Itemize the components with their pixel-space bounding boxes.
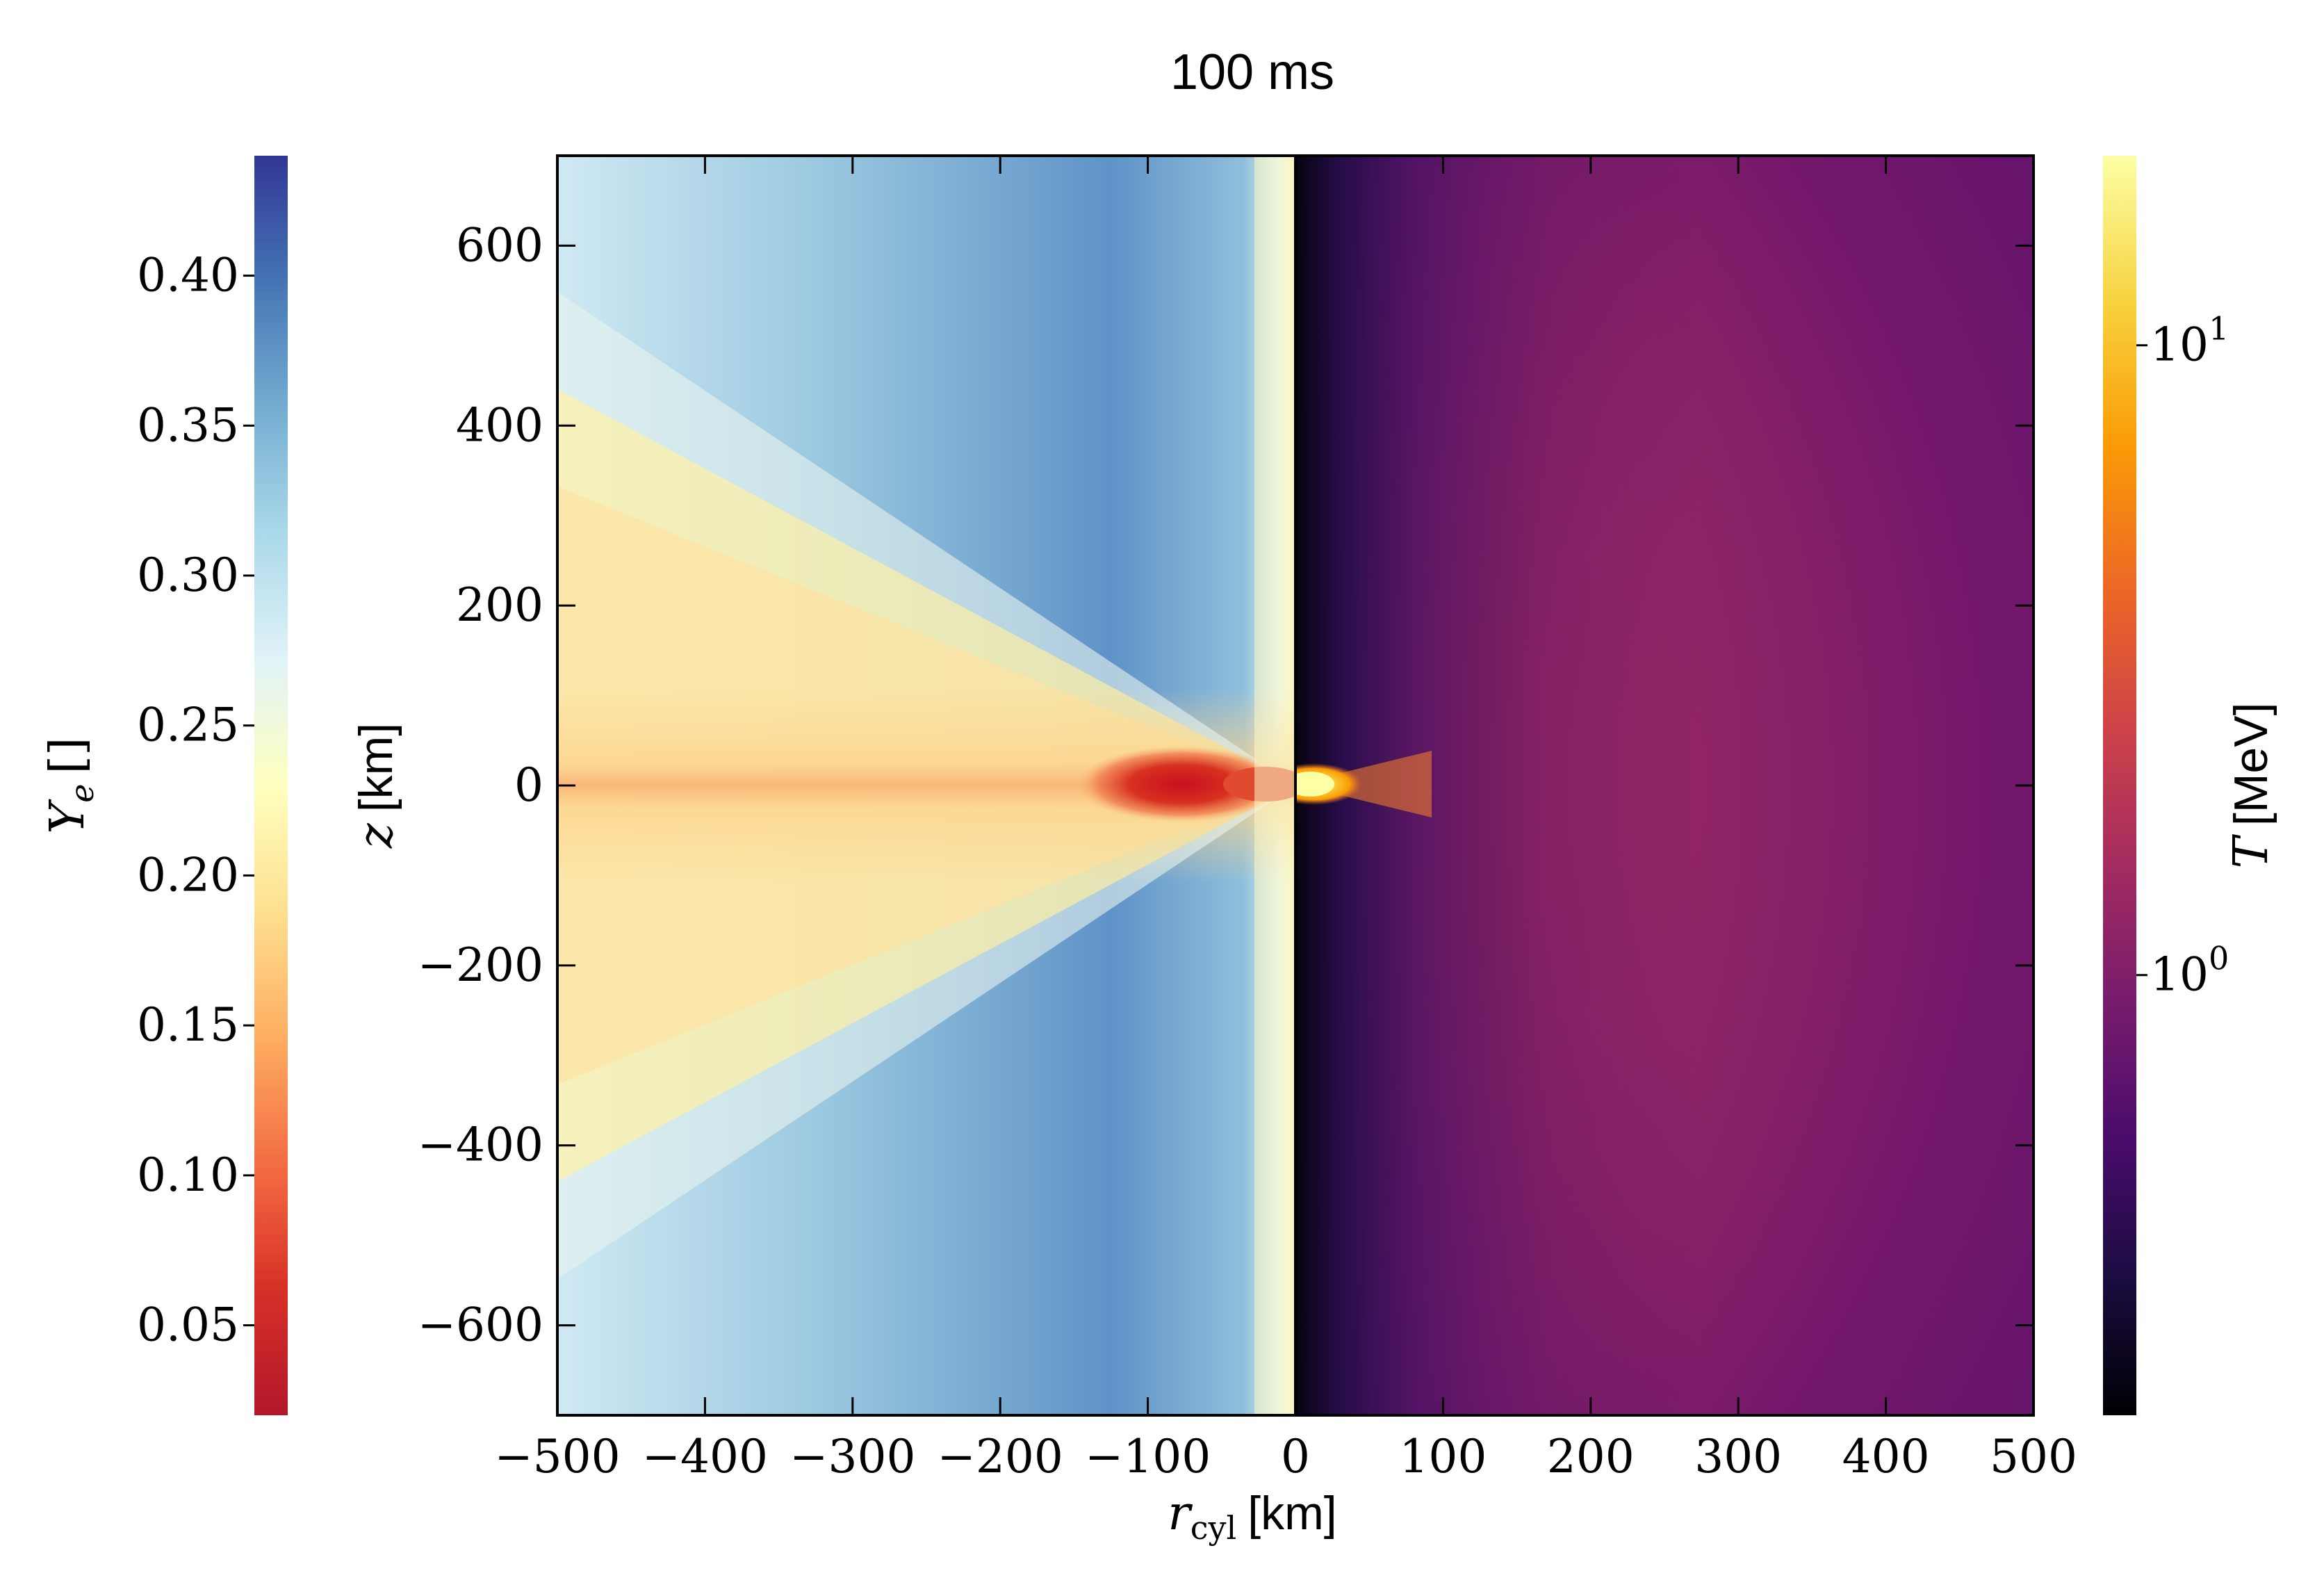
y-axis: −600 −400 −200 0 200 400 600: [418, 218, 2034, 1352]
y-tick-label: −200: [418, 938, 543, 992]
x-axis-symbol: r: [1168, 1486, 1193, 1541]
ye-tick-label: 0.25: [137, 699, 239, 752]
ye-tick-label: 0.35: [137, 398, 239, 452]
temperature-colorbar-label: T [MeV]: [2224, 703, 2279, 869]
ye-tick-label: 0.10: [137, 1148, 239, 1202]
y-axis-label: z [km]: [349, 723, 404, 849]
x-tick-label: −300: [789, 1430, 915, 1483]
y-tick-label: −600: [418, 1298, 543, 1352]
x-tick-label: −100: [1085, 1430, 1211, 1483]
ye-tick-label: 0.20: [137, 848, 239, 902]
y-tick-label: 200: [456, 578, 543, 632]
x-axis-unit: [km]: [1247, 1487, 1336, 1540]
ye-colorbar: [254, 156, 288, 1415]
temperature-colorbar-ticks: 100 101: [2136, 310, 2229, 1002]
t-label-unit: [MeV]: [2225, 703, 2277, 826]
ye-tick-label: 0.40: [137, 249, 239, 302]
y-tick-label: 400: [456, 398, 543, 452]
y-tick-label: 0: [514, 758, 543, 812]
x-tick-label: −200: [938, 1430, 1063, 1483]
x-tick-label: 500: [1990, 1430, 2077, 1483]
y-tick-label: −400: [418, 1118, 543, 1172]
ye-label-subscript: e: [63, 783, 101, 802]
y-axis-unit: [km]: [350, 723, 402, 812]
x-tick-label: 300: [1694, 1430, 1782, 1483]
chart-title: 100 ms: [1170, 44, 1334, 100]
ye-colorbar-label: Ye []: [40, 737, 101, 833]
x-axis-label: rcyl [km]: [1168, 1486, 1336, 1547]
y-axis-symbol: z: [349, 822, 404, 849]
ye-tick-label: 0.05: [137, 1298, 239, 1352]
x-axis: −500 −400 −300 −200 −100 0 100 200 300 400 500: [494, 156, 2077, 1483]
ye-tick-label: 0.30: [137, 548, 239, 602]
x-tick-label: 100: [1399, 1430, 1487, 1483]
ye-label-symbol: Y: [40, 799, 95, 834]
x-tick-label: 200: [1547, 1430, 1635, 1483]
temperature-colorbar: [2103, 156, 2136, 1415]
ye-label-unit: []: [40, 737, 95, 774]
t-tick-label: 100: [2150, 940, 2229, 1002]
ye-field: [557, 156, 1295, 1415]
t-label-symbol: T: [2224, 833, 2279, 868]
ye-tick-label: 0.15: [137, 998, 239, 1052]
x-tick-label: −500: [494, 1430, 620, 1483]
x-tick-label: 0: [1281, 1430, 1310, 1483]
ye-colorbar-ticks: 0.05 0.10 0.15 0.20 0.25 0.30 0.35 0.40: [137, 249, 254, 1352]
x-tick-label: −400: [642, 1430, 768, 1483]
x-axis-subscript: cyl: [1190, 1509, 1236, 1547]
y-tick-label: 600: [456, 218, 543, 272]
temperature-field: [1295, 156, 2034, 1415]
t-tick-label: 101: [2150, 310, 2229, 372]
x-tick-label: 400: [1842, 1430, 1930, 1483]
